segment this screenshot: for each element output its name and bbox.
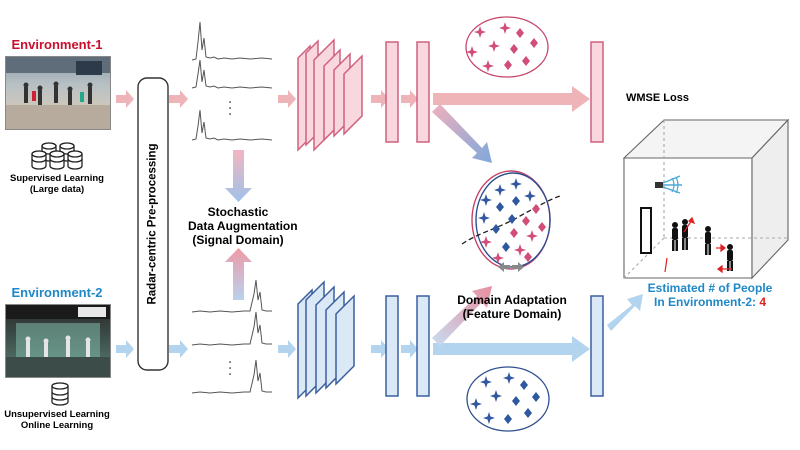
feature-arrow-down bbox=[432, 104, 492, 163]
domain-adaptation-line-1: Domain Adaptation bbox=[457, 293, 567, 307]
environment-1-title: Environment-1 bbox=[11, 37, 103, 52]
env2-flow-arrows bbox=[116, 294, 643, 362]
signal-ellipsis-top: • • • bbox=[228, 100, 232, 118]
domain-adaptation-line-2: (Feature Domain) bbox=[462, 306, 562, 321]
environment-2-learning-line-2: Online Learning bbox=[20, 419, 94, 431]
output-estimate: Estimated # of People In Environment-2: … bbox=[622, 281, 798, 310]
environment-2-learning: Unsupervised Learning Online Learning bbox=[0, 409, 114, 432]
env1-fc-layers bbox=[385, 41, 604, 143]
output-line-2: In Environment-2: 4 bbox=[622, 294, 798, 310]
database-icon-large bbox=[31, 142, 83, 170]
people-count: 4 bbox=[759, 294, 767, 309]
signal-ellipsis-bottom: • • • bbox=[228, 360, 232, 378]
augmentation-line-1: Stochastic bbox=[207, 205, 269, 219]
output-line-2-text: In Environment-2: bbox=[653, 294, 760, 309]
door-icon bbox=[640, 207, 652, 254]
movement-arrows bbox=[664, 216, 732, 274]
domain-adaptation-cluster bbox=[461, 170, 561, 272]
env1-cnn-stack bbox=[297, 38, 363, 152]
augment-arrow-up bbox=[225, 248, 252, 300]
env1-flow-arrows bbox=[116, 86, 590, 112]
environment-2-photo bbox=[5, 304, 111, 378]
wmse-loss-label: WMSE Loss bbox=[626, 92, 689, 104]
environment-1-learning: Supervised Learning (Large data) bbox=[0, 173, 114, 196]
environment-1-scene bbox=[6, 57, 110, 129]
env2-fc-layers bbox=[385, 295, 604, 397]
env2-cnn-stack bbox=[297, 280, 355, 400]
augment-arrow-down bbox=[225, 150, 252, 202]
augmentation-label: Stochastic Data Augmentation (Signal Dom… bbox=[188, 205, 298, 247]
augmentation-line-3: (Signal Domain) bbox=[192, 232, 284, 247]
env2-feature-cluster bbox=[466, 366, 550, 432]
output-line-1: Estimated # of People bbox=[647, 281, 773, 295]
environment-2-learning-line-1: Unsupervised Learning bbox=[4, 409, 110, 420]
env2-radar-signals bbox=[191, 279, 272, 394]
preprocessing-box bbox=[137, 77, 169, 371]
radar-sensor-icon bbox=[655, 175, 682, 194]
environment-1-learning-line-1: Supervised Learning bbox=[10, 173, 104, 184]
env1-feature-cluster bbox=[465, 16, 549, 78]
env1-radar-signals bbox=[191, 21, 273, 141]
database-icon-small bbox=[51, 382, 69, 406]
environment-1-photo bbox=[5, 56, 111, 130]
domain-adaptation-label: Domain Adaptation (Feature Domain) bbox=[452, 293, 572, 322]
environment-2-scene bbox=[6, 305, 110, 377]
augmentation-line-2: Data Augmentation bbox=[188, 218, 298, 233]
feature-arrow-up bbox=[432, 286, 492, 346]
environment-2-title: Environment-2 bbox=[11, 285, 103, 300]
preprocessing-label: Radar-centric Pre-processing bbox=[146, 143, 159, 305]
environment-1-learning-line-2: (Large data) bbox=[29, 183, 85, 195]
